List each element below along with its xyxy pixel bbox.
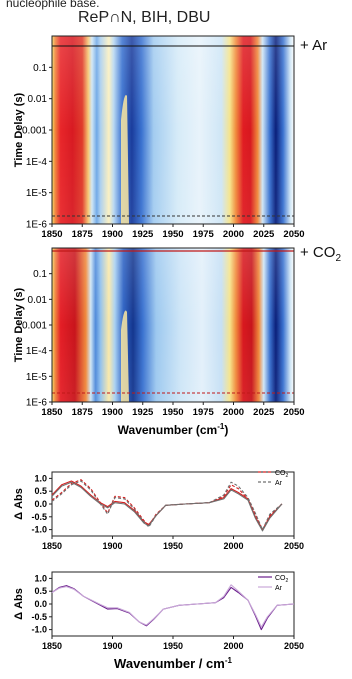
spectra-2-frame — [51, 571, 295, 637]
series-line-1 — [51, 479, 283, 531]
x-tick-label: 1850 — [41, 229, 62, 240]
heatmap-middle-band-1908 — [121, 310, 129, 402]
legend-2-ar-label: Ar — [275, 585, 283, 592]
x-tick-label: 1900 — [102, 641, 122, 651]
x-tick-label: 1950 — [162, 407, 183, 418]
x-tick-label: 1900 — [102, 229, 123, 240]
legend-2-co2-label: CO2 — [275, 575, 289, 584]
y-tick-label: 0.001 — [22, 126, 47, 137]
x-tick-label: 2050 — [283, 229, 304, 240]
y-tick-label: 0.0 — [34, 599, 47, 609]
x-tick-label: 1925 — [132, 229, 154, 240]
y-tick-label: -0.5 — [31, 612, 47, 622]
x-tick-label: 2000 — [223, 229, 244, 240]
spectra-1-lines — [51, 479, 283, 532]
x-tick-label: 1850 — [42, 641, 62, 651]
x-tick-label: 1900 — [102, 541, 122, 551]
x-tick-label: 1975 — [193, 407, 215, 418]
spectra-2-xlabel: Wavenumber / cm-1 — [114, 656, 232, 671]
x-tick-label: 1875 — [72, 229, 94, 240]
legend-1-co2-label: CO2 — [275, 470, 289, 479]
spectra-1-frame — [51, 471, 295, 537]
spectra-2-legend: CO2 Ar — [258, 575, 289, 592]
y-tick-label: -0.5 — [31, 512, 47, 522]
x-tick-label: 2000 — [223, 541, 243, 551]
x-tick-label: 1950 — [163, 641, 183, 651]
y-tick-label: 0.01 — [28, 295, 48, 306]
y-tick-label: 1.0 — [34, 573, 47, 583]
heatmap-panel-middle: 0.1 0.01 0.001 1E-4 1E-5 1E-6 1850 1875 1900 192… — [13, 244, 341, 437]
heatmap-top-ylabel: Time Delay (s) — [13, 92, 25, 167]
x-tick-label: 1950 — [163, 541, 183, 551]
spectra-2-axes: 1.0 0.5 0.0 -0.5 -1.0 1850 1900 1950 2000 2050 — [31, 573, 304, 651]
heatmap-top-yaxis: 0.1 0.01 0.001 1E-4 1E-5 1E-6 — [22, 63, 52, 231]
sample-header: ReP∩N, BIH, DBU — [78, 9, 210, 26]
x-tick-label: 1900 — [102, 407, 123, 418]
y-tick-label: 1E-4 — [26, 346, 48, 357]
x-tick-label: 1875 — [72, 407, 94, 418]
x-tick-label: 1950 — [162, 229, 183, 240]
y-tick-label: 1E-6 — [26, 220, 48, 231]
heatmap-top-shade — [52, 36, 294, 224]
heatmap-top-condition: + Ar — [300, 37, 327, 54]
x-tick-label: 2050 — [284, 641, 304, 651]
spectra-2-ylabel: Δ Abs — [13, 588, 25, 620]
heatmap-top-xaxis: 1850 1875 1900 1925 1950 1975 2000 2025 2050 — [41, 224, 305, 240]
y-tick-label: -1.0 — [31, 525, 47, 535]
x-tick-label: 2025 — [253, 229, 275, 240]
legend-1-ar-label: Ar — [275, 480, 283, 487]
heatmap-middle-xlabel: Wavenumber (cm-1) — [118, 422, 229, 437]
y-tick-label: 1E-5 — [26, 188, 48, 199]
spectra-2-lines — [51, 584, 295, 631]
x-tick-label: 2025 — [253, 407, 275, 418]
y-tick-label: 0.1 — [33, 269, 47, 280]
spectra-panel-2: 1.0 0.5 0.0 -0.5 -1.0 1850 1900 1950 2000 2050 Δ … — [13, 571, 304, 671]
x-tick-label: 2050 — [283, 407, 304, 418]
series-line-0 — [51, 585, 295, 631]
y-tick-label: 0.1 — [33, 63, 47, 74]
heatmap-middle-xaxis: 1850 1875 1900 1925 1950 1975 2000 2025 2050 — [41, 402, 305, 418]
x-tick-label: 1925 — [132, 407, 154, 418]
caption-fragment: nucleophile base. — [6, 0, 100, 10]
heatmap-middle-shade — [52, 248, 294, 402]
spectra-1-ylabel: Δ Abs — [13, 488, 25, 520]
heatmap-middle-ylabel: Time Delay (s) — [13, 287, 25, 362]
y-tick-label: 1.0 — [34, 473, 47, 483]
series-line-2 — [51, 481, 283, 532]
spectra-1-axes: 1.0 0.5 0.0 -0.5 -1.0 1850 1900 1950 2000 2050 — [31, 473, 304, 551]
x-tick-label: 1975 — [193, 229, 215, 240]
x-tick-label: 2050 — [284, 541, 304, 551]
series-line-3 — [51, 480, 283, 531]
y-tick-label: 0.01 — [28, 94, 48, 105]
y-tick-label: 0.5 — [34, 486, 47, 496]
spectra-panel-1: 1.0 0.5 0.0 -0.5 -1.0 1850 1900 1950 2000 2050 Δ … — [13, 470, 304, 551]
x-tick-label: 2000 — [223, 407, 244, 418]
y-tick-label: 1E-6 — [26, 398, 48, 409]
y-tick-label: 1E-5 — [26, 372, 48, 383]
y-tick-label: 0.0 — [34, 499, 47, 509]
heatmap-middle-yaxis: 0.1 0.01 0.001 1E-4 1E-5 1E-6 — [22, 269, 52, 409]
x-tick-label: 1850 — [41, 407, 62, 418]
heatmap-panel-top: 0.1 0.01 0.001 1E-4 1E-5 1E-6 1850 1875 1900 192… — [13, 35, 327, 240]
x-tick-label: 1850 — [42, 541, 62, 551]
y-tick-label: 0.5 — [34, 586, 47, 596]
spectra-1-legend: CO2 Ar — [258, 470, 289, 487]
y-tick-label: 1E-4 — [26, 157, 48, 168]
series-line-1 — [51, 584, 295, 628]
y-tick-label: -1.0 — [31, 625, 47, 635]
x-tick-label: 2000 — [223, 641, 243, 651]
heatmap-middle-condition: + CO2 — [300, 244, 341, 264]
y-tick-label: 0.001 — [22, 321, 47, 332]
heatmap-top-band-1908 — [121, 95, 129, 224]
